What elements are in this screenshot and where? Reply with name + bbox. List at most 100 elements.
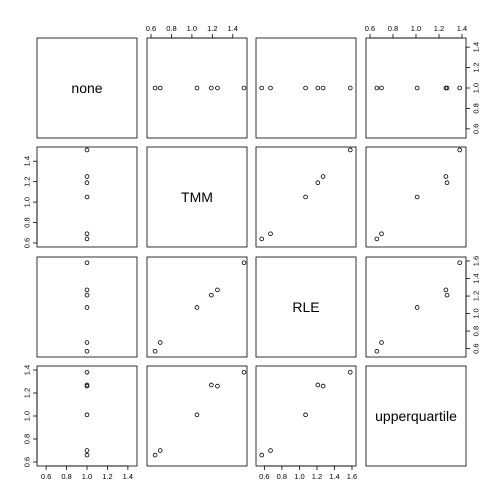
- y-axis-right-RLE: 0.6 0.8 1.0 1.2 1.4 1.6: [465, 256, 481, 354]
- data-point: [84, 412, 90, 418]
- data-point: [347, 147, 353, 153]
- data-point: [194, 305, 200, 310]
- y-axis-left-TMM: 0.6 0.8 1.0 1.2 1.4: [23, 156, 38, 248]
- tick-label: 1.2: [434, 24, 444, 33]
- data-point: [443, 174, 449, 179]
- panel-frame: [365, 146, 467, 248]
- panel-RLE-vs-upperquartile: [365, 256, 467, 358]
- panel-TMM-vs-TMM: TMM: [146, 146, 248, 248]
- panel-none-vs-TMM: [146, 37, 248, 139]
- tick-label: 0.8: [388, 24, 398, 33]
- data-point: [84, 292, 90, 298]
- tick-label: 0.6: [259, 472, 269, 481]
- data-point: [374, 85, 380, 91]
- data-point: [209, 382, 214, 388]
- data-point: [152, 348, 158, 354]
- tick-label: 1.0: [472, 83, 481, 93]
- tick-label: 1.4: [329, 472, 339, 481]
- data-point: [320, 383, 326, 389]
- data-point: [84, 236, 90, 242]
- panel-TMM-vs-none: [36, 146, 138, 248]
- tick-label: 1.0: [472, 308, 481, 318]
- data-point: [241, 369, 247, 375]
- panel-frame: [365, 365, 467, 467]
- data-point: [374, 236, 380, 242]
- data-point: [215, 287, 220, 293]
- tick-label: 0.8: [277, 472, 287, 481]
- data-point: [444, 292, 450, 298]
- panel-TMM-vs-RLE: [255, 146, 357, 248]
- panel-frame: [36, 37, 138, 139]
- data-point: [215, 85, 220, 91]
- variable-label: none: [71, 80, 102, 96]
- tick-label: 1.4: [472, 42, 481, 52]
- panel-frame: [255, 365, 357, 467]
- tick-label: 1.0: [187, 24, 197, 33]
- data-point: [268, 231, 273, 237]
- panel-frame: [365, 256, 467, 358]
- data-point: [315, 382, 321, 388]
- data-point: [457, 85, 463, 91]
- panel-frame: [365, 37, 467, 139]
- data-point: [209, 292, 214, 298]
- data-point: [84, 383, 90, 389]
- data-point: [259, 85, 265, 91]
- tick-label: 1.0: [411, 24, 421, 33]
- data-point: [457, 147, 463, 153]
- panel-frame: [255, 146, 357, 248]
- data-point: [84, 147, 90, 153]
- tick-label: 1.4: [23, 156, 32, 166]
- tick-label: 1.6: [472, 256, 481, 266]
- panel-RLE-vs-TMM: [146, 256, 248, 358]
- data-point: [268, 448, 273, 453]
- x-axis-bottom-none: 0.6 0.8 1.0 1.2 1.4: [41, 465, 133, 481]
- variable-label: RLE: [292, 299, 319, 315]
- data-point: [84, 369, 90, 375]
- tick-label: 1.2: [102, 472, 112, 481]
- panel-frame: [255, 37, 357, 139]
- tick-label: 1.4: [228, 24, 238, 33]
- panel-frame: [146, 146, 248, 248]
- panel-none-vs-none: none: [36, 37, 138, 139]
- tick-label: 1.4: [23, 365, 32, 375]
- data-point: [414, 85, 420, 91]
- data-point: [268, 85, 273, 91]
- data-point: [457, 260, 463, 266]
- panel-RLE-vs-RLE: RLE: [255, 256, 357, 358]
- data-point: [84, 340, 90, 345]
- panel-frame: [36, 365, 138, 467]
- tick-label: 1.4: [457, 24, 467, 33]
- variable-label: upperquartile: [375, 408, 457, 424]
- data-point: [379, 231, 384, 237]
- y-axis-left-upperquartile: 0.6 0.8 1.0 1.2 1.4: [23, 365, 38, 467]
- data-point: [379, 85, 384, 91]
- tick-label: 0.6: [23, 457, 32, 467]
- data-point: [303, 85, 308, 91]
- data-point: [157, 340, 163, 345]
- tick-label: 1.2: [472, 291, 481, 301]
- data-point: [241, 85, 247, 91]
- tick-label: 1.4: [123, 472, 133, 481]
- data-point: [84, 174, 90, 179]
- tick-label: 0.6: [472, 124, 481, 134]
- tick-label: 1.2: [472, 62, 481, 72]
- data-point: [315, 85, 321, 91]
- x-axis-top-upperquartile: 0.6 0.8 1.0 1.2 1.4: [365, 24, 467, 39]
- data-point: [379, 340, 384, 345]
- data-point: [152, 85, 158, 91]
- data-point: [84, 180, 90, 185]
- tick-label: 0.8: [472, 103, 481, 113]
- data-point: [444, 180, 450, 185]
- tick-label: 0.6: [146, 24, 156, 33]
- tick-label: 1.2: [23, 176, 32, 186]
- data-point: [84, 348, 90, 354]
- panel-upperquartile-vs-none: [36, 365, 138, 467]
- data-point: [320, 85, 326, 91]
- data-point: [215, 383, 220, 389]
- tick-label: 1.2: [312, 472, 322, 481]
- data-point: [152, 452, 158, 458]
- data-point: [84, 448, 90, 453]
- data-point: [320, 174, 326, 179]
- data-point: [347, 369, 353, 375]
- panel-none-vs-upperquartile: [365, 37, 467, 139]
